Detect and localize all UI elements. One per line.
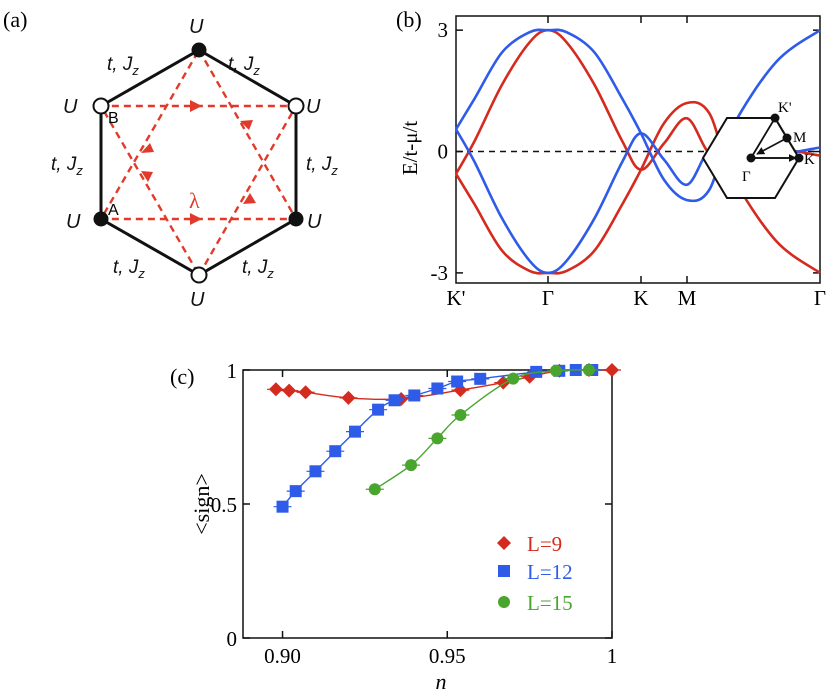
data-point-square bbox=[349, 425, 362, 438]
sign-plot: 0 0.5 1 0.90 0.95 1 L=9 L=12 L=15 bbox=[211, 359, 621, 668]
data-point-square bbox=[372, 403, 385, 416]
hopping-arrows bbox=[141, 100, 256, 225]
site-filled bbox=[191, 42, 207, 58]
site-open bbox=[287, 97, 305, 115]
arrow-icon bbox=[190, 213, 202, 225]
y-tick-label: 3 bbox=[438, 18, 449, 42]
u-label: U bbox=[189, 16, 204, 38]
data-point-square bbox=[431, 382, 444, 395]
bz-m-label: M bbox=[793, 130, 806, 146]
site-energy-labels: U U U U U U bbox=[63, 16, 322, 311]
x-tick-label: Γ bbox=[542, 286, 554, 310]
x-tick-label: K' bbox=[447, 286, 466, 310]
u-label: U bbox=[66, 211, 81, 233]
sign-panel: (c) 0 0.5 1 0.90 0.95 1 L=9 L=12 L=15 <sign> n bbox=[170, 359, 621, 694]
y-tick-label: 0 bbox=[227, 627, 238, 651]
band-plot-frame bbox=[455, 15, 821, 284]
x-tick-label: 0.95 bbox=[429, 644, 466, 668]
legend-label: L=9 bbox=[527, 532, 562, 556]
panel-label-a: (a) bbox=[3, 7, 27, 32]
bz-kprime-label: K' bbox=[778, 100, 792, 116]
x-tick-label: 1 bbox=[607, 644, 618, 668]
bz-arrow bbox=[756, 137, 788, 155]
u-label: U bbox=[307, 211, 322, 233]
y-tick-label: 1 bbox=[227, 359, 238, 383]
site-open bbox=[92, 97, 110, 115]
data-point-diamond bbox=[298, 385, 313, 400]
arrow-icon bbox=[141, 143, 154, 153]
series-line bbox=[374, 369, 589, 490]
data-point-diamond bbox=[341, 390, 356, 405]
data-point-square bbox=[451, 375, 464, 388]
sign-y-axis-label: <sign> bbox=[189, 473, 214, 535]
bond-label: t, Jz bbox=[306, 154, 338, 178]
bz-k-label: K bbox=[804, 152, 815, 168]
x-tick-label: 0.90 bbox=[264, 644, 301, 668]
u-label: U bbox=[190, 289, 205, 311]
lambda-label: λ bbox=[189, 188, 200, 213]
site-filled bbox=[93, 211, 109, 227]
bz-point bbox=[782, 133, 792, 143]
data-point-diamond bbox=[605, 363, 619, 377]
sublattice-label-b: B bbox=[108, 110, 119, 127]
sign-x-axis-label: n bbox=[436, 669, 447, 694]
data-point-circle bbox=[431, 432, 444, 445]
sublattice-label-a: A bbox=[108, 202, 119, 219]
bond-label: t, Jz bbox=[113, 257, 145, 281]
arrow-icon bbox=[190, 100, 202, 112]
data-point-square bbox=[474, 372, 487, 385]
band-y-axis-label: E/t-μ/t bbox=[398, 121, 422, 176]
data-point-square bbox=[289, 485, 302, 498]
data-point-circle bbox=[498, 596, 510, 608]
panel-label-c: (c) bbox=[170, 364, 194, 389]
legend-label: L=12 bbox=[527, 560, 573, 584]
bond-labels: t, Jz t, Jz t, Jz t, Jz t, Jz t, Jz bbox=[51, 54, 338, 281]
bz-point bbox=[770, 113, 780, 123]
bond-label: t, Jz bbox=[242, 257, 274, 281]
data-point-circle bbox=[507, 372, 520, 385]
y-tick-label: 0.5 bbox=[211, 493, 237, 517]
data-point-circle bbox=[549, 364, 562, 377]
y-tick-label: 0 bbox=[438, 140, 449, 164]
u-label: U bbox=[306, 96, 321, 118]
arrow-icon bbox=[240, 120, 253, 130]
y-tick-label: -3 bbox=[431, 261, 449, 285]
x-tick-label: M bbox=[678, 286, 697, 310]
data-point-square bbox=[276, 500, 289, 513]
x-tick-label: K bbox=[633, 286, 648, 310]
bz-point bbox=[794, 153, 804, 163]
lattice-panel: (a) U U U U U U bbox=[3, 7, 338, 311]
data-point-circle bbox=[405, 459, 418, 472]
data-point-circle bbox=[454, 409, 467, 422]
data-point-diamond bbox=[268, 382, 283, 397]
x-tick-label: Γ bbox=[814, 286, 826, 310]
site-open bbox=[190, 266, 208, 284]
data-point-square bbox=[309, 465, 322, 478]
data-point-circle bbox=[368, 483, 381, 496]
brillouin-zone-inset: Γ K K' M bbox=[701, 100, 815, 199]
bz-point bbox=[746, 153, 756, 163]
site-filled bbox=[288, 211, 304, 227]
bond-label: t, Jz bbox=[228, 54, 260, 78]
data-point-square bbox=[388, 394, 401, 407]
data-point-diamond bbox=[497, 536, 511, 550]
data-point-square bbox=[408, 389, 421, 402]
u-label: U bbox=[63, 96, 78, 118]
data-point-diamond bbox=[282, 383, 297, 398]
panel-label-b: (b) bbox=[396, 7, 422, 32]
arrow-icon bbox=[243, 193, 256, 204]
legend-label: L=15 bbox=[527, 591, 573, 615]
bz-gamma-label: Γ bbox=[742, 169, 751, 185]
data-point-circle bbox=[582, 364, 595, 376]
data-point-square bbox=[329, 445, 342, 458]
hexagon-bonds bbox=[99, 48, 298, 277]
bond-label: t, Jz bbox=[107, 54, 139, 78]
spin-orbit-paths bbox=[98, 47, 299, 278]
arrow-icon bbox=[141, 171, 153, 182]
data-point-square bbox=[498, 565, 510, 577]
bond-label: t, Jz bbox=[51, 154, 83, 178]
